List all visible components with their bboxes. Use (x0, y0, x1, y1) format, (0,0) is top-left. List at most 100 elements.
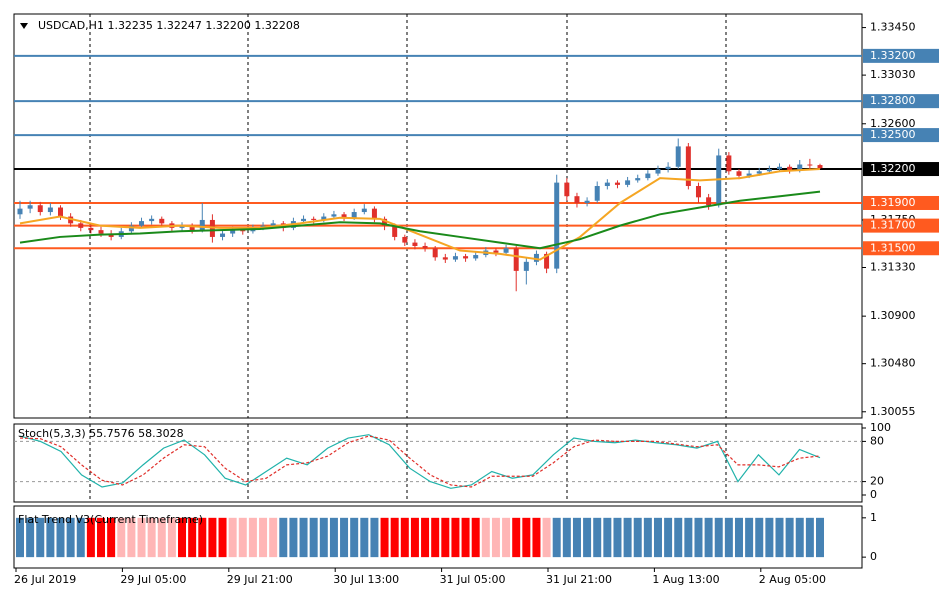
trend-bar (653, 517, 662, 558)
candle-body (240, 230, 246, 232)
candle-body (574, 196, 580, 203)
candle-body (392, 225, 398, 237)
candle-body (199, 219, 205, 231)
candle-body (554, 182, 560, 269)
moving-average (19, 168, 821, 261)
level-label: 1.32800 (870, 94, 916, 107)
candle-body (432, 248, 438, 258)
stoch-line (19, 434, 821, 489)
candle-body (47, 207, 53, 213)
candle-body (706, 197, 712, 206)
candle-body (98, 230, 104, 234)
trend-bar (481, 517, 490, 558)
trend-bar (603, 517, 612, 558)
trend-bar (157, 517, 166, 558)
candle-body (78, 223, 84, 228)
trend-bar (380, 517, 389, 558)
trend-bar (491, 517, 500, 558)
candle-body (604, 182, 610, 187)
trend-bar (441, 517, 450, 558)
candle-body (645, 173, 651, 179)
trend-bar (785, 517, 794, 558)
candle-body (584, 200, 590, 203)
trend-bar (370, 517, 379, 558)
trend-bar (400, 517, 409, 558)
trend-bar (36, 517, 45, 558)
candle-body (716, 155, 722, 206)
trend-bar (238, 517, 247, 558)
trend-bar (765, 517, 774, 558)
trend-bar (117, 517, 126, 558)
level-label-box (863, 241, 939, 256)
trend-bar (734, 517, 743, 558)
stoch-panel (13, 423, 863, 503)
trend-bar (572, 517, 581, 558)
trend-bar (583, 517, 592, 558)
x-tick-label: 29 Jul 05:00 (120, 573, 186, 586)
trend-bar (147, 517, 156, 558)
y-tick-label: 100 (870, 421, 891, 434)
trend-bar (97, 517, 106, 558)
candle-body (341, 214, 347, 218)
candle-body (58, 207, 64, 217)
trend-bar (309, 517, 318, 558)
trend-bar (350, 517, 359, 558)
candle-body (452, 256, 458, 260)
trend-bar (816, 517, 824, 558)
y-tick-label: 20 (870, 475, 884, 488)
candle-body (412, 242, 418, 246)
trend-bar (137, 517, 146, 558)
candle-body (382, 218, 388, 226)
candle-body (533, 253, 539, 262)
candle-body (675, 146, 681, 167)
candle-body (787, 166, 793, 171)
trend-bar (188, 517, 197, 558)
candle-body (503, 248, 509, 253)
candle-body (513, 248, 519, 271)
trend-bar (684, 517, 693, 558)
level-label-box (863, 195, 939, 210)
level-label: 1.31700 (870, 219, 916, 232)
trend-bar (329, 517, 338, 558)
trend-bar (775, 517, 784, 558)
flat-panel (13, 505, 863, 569)
candle-body (37, 205, 43, 213)
candle-body (726, 155, 732, 172)
trend-bar (228, 517, 237, 558)
trend-bar (26, 517, 35, 558)
trend-bar (755, 517, 764, 558)
trend-bar (471, 517, 480, 558)
level-label: 1.31500 (870, 241, 916, 254)
trend-bar (502, 517, 511, 558)
candle-body (776, 166, 782, 170)
trend-bar (269, 517, 278, 558)
trend-bar (694, 517, 703, 558)
panel-title: Flat Trend V3(Current Timeframe) (18, 513, 203, 526)
trend-bar (522, 517, 531, 558)
candle-body (625, 180, 631, 185)
trend-bar (319, 517, 328, 558)
candle-body (220, 233, 226, 237)
candle-body (544, 253, 550, 269)
candle-body (655, 169, 661, 174)
y-tick-label: 1.31330 (870, 260, 916, 273)
y-tick-label: 80 (870, 434, 884, 447)
trend-bar (46, 517, 55, 558)
y-tick-label: 1 (870, 511, 877, 524)
trend-bar (86, 517, 95, 558)
candle-body (402, 236, 408, 243)
candle-body (371, 208, 377, 219)
y-tick-label: 0 (870, 550, 877, 563)
trend-bar (613, 517, 622, 558)
trend-bar (714, 517, 723, 558)
y-tick-label: 1.30900 (870, 309, 916, 322)
level-label-box (863, 162, 939, 177)
candle-body (614, 182, 620, 185)
trend-bar (167, 517, 176, 558)
trend-bar (299, 517, 308, 558)
trend-bar (248, 517, 257, 558)
candle-body (88, 227, 94, 231)
level-label-box (863, 48, 939, 63)
trend-bar (562, 517, 571, 558)
